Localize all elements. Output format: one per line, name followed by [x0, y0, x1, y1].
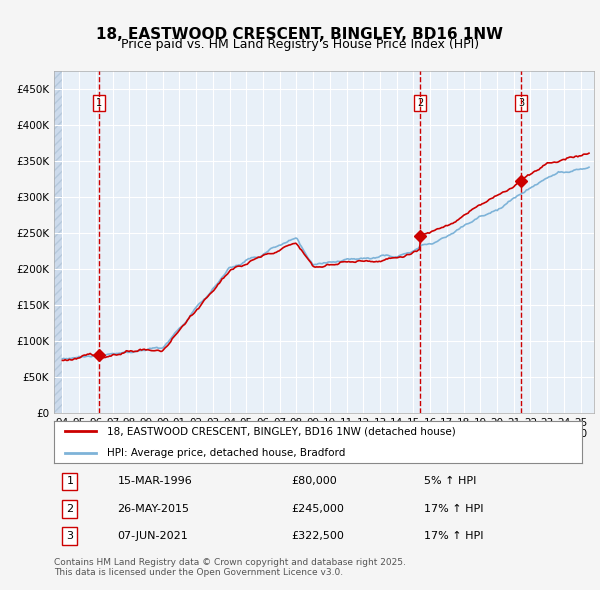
Text: HPI: Average price, detached house, Bradford: HPI: Average price, detached house, Brad…	[107, 448, 345, 457]
Text: £322,500: £322,500	[292, 531, 344, 541]
Text: 15-MAR-1996: 15-MAR-1996	[118, 477, 192, 487]
Text: 07-JUN-2021: 07-JUN-2021	[118, 531, 188, 541]
Bar	[54, 71, 62, 413]
Text: 1: 1	[96, 98, 103, 108]
Text: 1: 1	[67, 477, 73, 487]
Text: 2: 2	[417, 98, 424, 108]
Text: £245,000: £245,000	[292, 504, 344, 514]
Text: 18, EASTWOOD CRESCENT, BINGLEY, BD16 1NW (detached house): 18, EASTWOOD CRESCENT, BINGLEY, BD16 1NW…	[107, 427, 455, 436]
Text: Contains HM Land Registry data © Crown copyright and database right 2025.
This d: Contains HM Land Registry data © Crown c…	[54, 558, 406, 577]
Text: 17% ↑ HPI: 17% ↑ HPI	[424, 531, 483, 541]
Text: 17% ↑ HPI: 17% ↑ HPI	[424, 504, 483, 514]
Text: 5% ↑ HPI: 5% ↑ HPI	[424, 477, 476, 487]
Text: 2: 2	[66, 504, 73, 514]
Text: 18, EASTWOOD CRESCENT, BINGLEY, BD16 1NW: 18, EASTWOOD CRESCENT, BINGLEY, BD16 1NW	[97, 27, 503, 41]
Text: 3: 3	[518, 98, 524, 108]
Text: £80,000: £80,000	[292, 477, 337, 487]
Text: 26-MAY-2015: 26-MAY-2015	[118, 504, 190, 514]
Text: Price paid vs. HM Land Registry's House Price Index (HPI): Price paid vs. HM Land Registry's House …	[121, 38, 479, 51]
Text: 3: 3	[67, 531, 73, 541]
